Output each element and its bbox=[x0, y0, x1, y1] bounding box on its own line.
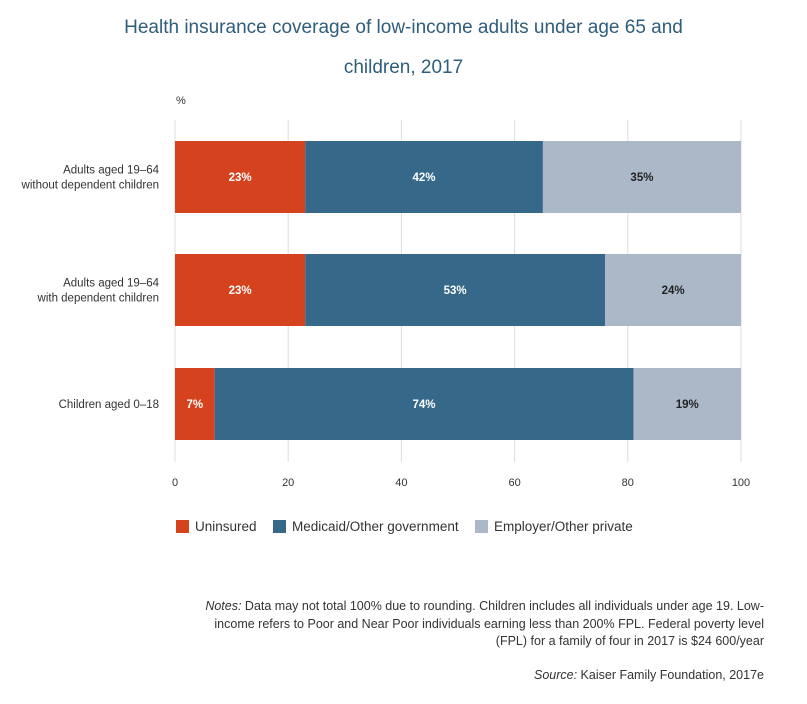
bar-segment bbox=[175, 141, 306, 213]
data-label: 35% bbox=[630, 172, 653, 184]
x-tick-label: 40 bbox=[395, 477, 407, 489]
source-text: Kaiser Family Foundation, 2017e bbox=[577, 668, 764, 682]
bar-segment bbox=[175, 368, 215, 440]
data-label: 23% bbox=[229, 172, 252, 184]
category-label: Adults aged 19–64 bbox=[63, 165, 160, 177]
chart-source: Source: Kaiser Family Foundation, 2017e bbox=[534, 668, 764, 682]
category-label: without dependent children bbox=[21, 180, 159, 192]
legend-item-medicaid: Medicaid/Other government bbox=[273, 519, 459, 534]
data-label: 53% bbox=[444, 285, 467, 297]
data-label: 42% bbox=[413, 172, 436, 184]
notes-label: Notes: bbox=[205, 599, 242, 613]
source-label: Source: bbox=[533, 668, 578, 682]
data-label: 24% bbox=[662, 285, 685, 297]
notes-text: Data may not total 100% due to rounding.… bbox=[214, 599, 764, 648]
data-label: 23% bbox=[229, 285, 252, 297]
legend-swatch-medicaid bbox=[273, 520, 286, 533]
bar-segment bbox=[305, 254, 606, 326]
category-label: with dependent children bbox=[37, 293, 159, 305]
chart-title: Health insurance coverage of low-income … bbox=[60, 8, 747, 88]
x-tick-label: 80 bbox=[622, 477, 634, 489]
legend-swatch-private bbox=[475, 520, 488, 533]
x-tick-label: 60 bbox=[508, 477, 520, 489]
bar-segment bbox=[542, 141, 741, 213]
data-label: 19% bbox=[676, 399, 699, 411]
x-tick-label: 0 bbox=[172, 477, 178, 489]
chart-notes: Notes: Data may not total 100% due to ro… bbox=[204, 598, 764, 651]
data-label: 74% bbox=[413, 399, 436, 411]
x-tick-label: 20 bbox=[282, 477, 294, 489]
category-label: Adults aged 19–64 bbox=[63, 278, 160, 290]
bar-segment bbox=[633, 368, 741, 440]
bar-segment bbox=[175, 254, 306, 326]
legend-item-private: Employer/Other private bbox=[475, 519, 633, 534]
data-label: 7% bbox=[186, 399, 203, 411]
legend-label-uninsured: Uninsured bbox=[195, 519, 257, 534]
bar-segment bbox=[214, 368, 634, 440]
chart-title-line-1: Health insurance coverage of low-income … bbox=[124, 17, 683, 38]
y-axis-label: % bbox=[176, 95, 186, 107]
legend-item-uninsured: Uninsured bbox=[176, 519, 257, 534]
category-label: Children aged 0–18 bbox=[59, 399, 159, 411]
bar-segment bbox=[605, 254, 741, 326]
stacked-bar-chart: % 0 20 40 60 80 100 23% 42% 35% Adults aged 19–64 w… bbox=[21, 95, 751, 489]
bar-segment bbox=[305, 141, 543, 213]
x-tick-label: 100 bbox=[732, 477, 750, 489]
legend-label-medicaid: Medicaid/Other government bbox=[292, 519, 459, 534]
legend-swatch-uninsured bbox=[176, 520, 189, 533]
legend-label-private: Employer/Other private bbox=[494, 519, 633, 534]
chart-title-line-2: children, 2017 bbox=[343, 57, 464, 78]
